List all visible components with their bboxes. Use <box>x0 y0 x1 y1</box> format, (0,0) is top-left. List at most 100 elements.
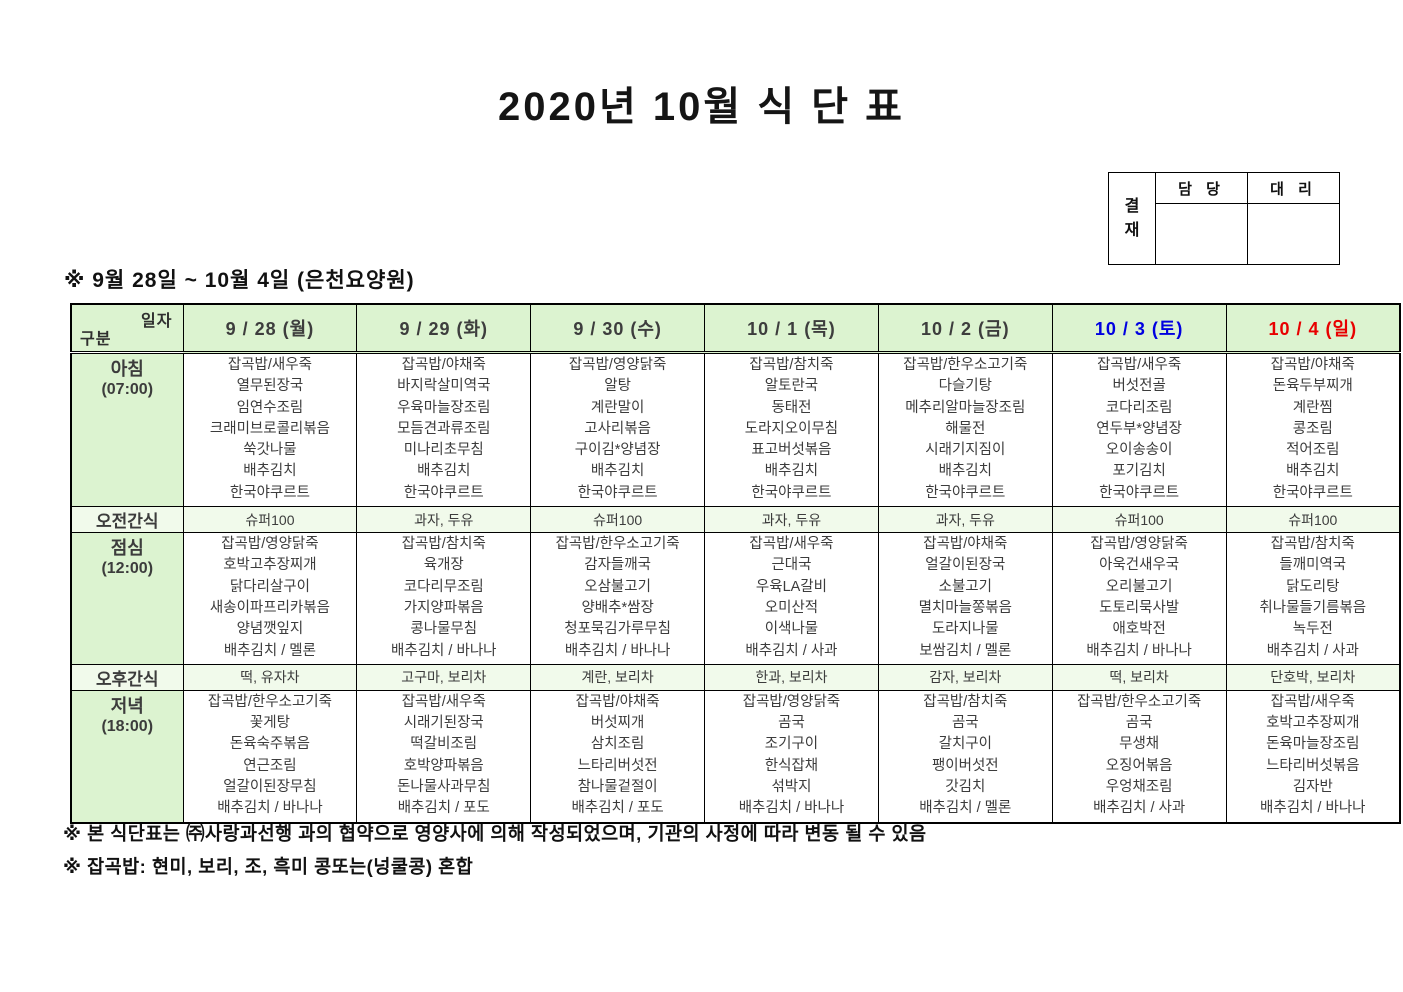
menu-item: 알탕 <box>604 378 631 395</box>
menu-item: 떡갈비조림 <box>410 736 478 753</box>
menu-item: 이색나물 <box>764 621 819 638</box>
menu-item: 한국야쿠르트 <box>751 484 832 501</box>
menu-item: 한국야쿠르트 <box>925 484 1006 501</box>
menu-cell: 과자, 두유 <box>356 506 532 534</box>
approval-signature-cell[interactable] <box>1247 203 1340 265</box>
menu-item: 팽이버섯전 <box>931 757 999 774</box>
menu-item: 가지양파볶음 <box>403 599 484 616</box>
menu-item: 잡곡밥/영양닭죽 <box>1090 536 1188 553</box>
menu-cell: 잡곡밥/참치죽 육개장 코다리무조림 가지양파볶음 콩나물무침 배추김치 / 바나나 <box>356 532 532 665</box>
menu-item: 양배추*쌈장 <box>581 599 654 616</box>
menu-item: 배추김치 <box>938 463 992 480</box>
menu-item: 배추김치 / 사과 <box>1266 642 1359 659</box>
menu-item: 삼치조림 <box>590 736 645 753</box>
menu-item: 얼갈이된장국 <box>925 557 1006 574</box>
menu-item: 잡곡밥/한우소고기죽 <box>207 693 332 710</box>
menu-item: 육개장 <box>423 557 464 574</box>
menu-item: 우엉채조림 <box>1105 779 1173 796</box>
row-label-cell: 오전간식 <box>70 506 184 534</box>
menu-cell: 잡곡밥/한우소고기죽 감자들깨국 오삼불고기 양배추*쌈장 청포묵김가루무침 배추김치 /… <box>530 532 706 665</box>
menu-row-snack: 오전간식 슈퍼100 과자, 두유 슈퍼100 과자, 두유 과자, 두유 슈퍼100 슈퍼1… <box>70 506 1401 534</box>
menu-cell: 슈퍼100 <box>530 506 706 534</box>
menu-item: 고사리볶음 <box>584 420 651 437</box>
menu-item: 애호박전 <box>1112 621 1166 638</box>
menu-cell: 잡곡밥/야채죽 돈육두부찌개 계란찜 콩조림 적어조림 배추김치 한국야쿠르트 <box>1225 351 1401 508</box>
menu-item: 감자들깨국 <box>584 557 651 574</box>
menu-item: 새송이파프리카볶음 <box>209 599 330 616</box>
menu-item: 배추김치 / 바나나 <box>1086 642 1192 659</box>
approval-stamp-label: 결 재 <box>1108 172 1156 265</box>
menu-item: 잡곡밥/참치죽 <box>923 693 1008 710</box>
menu-item: 곰국 <box>778 715 805 732</box>
menu-item: 다슬기탕 <box>938 378 992 395</box>
menu-cell: 고구마, 보리차 <box>356 663 532 691</box>
menu-cell: 잡곡밥/한우소고기죽 꽃게탕 돈육숙주볶음 연근조림 얼갈이된장무침 배추김치 / 바나나 <box>182 689 358 824</box>
menu-item: 잡곡밥/참치죽 <box>401 536 486 553</box>
menu-cell: 잡곡밥/야채죽 얼갈이된장국 소불고기 멸치마늘쫑볶음 도라지나물 보쌈김치 / 멜론 <box>877 532 1053 665</box>
menu-item: 잡곡밥/한우소고기죽 <box>555 536 680 553</box>
menu-cell: 잡곡밥/새우죽 시래기된장국 떡갈비조림 호박양파볶음 돈나물사과무침 배추김치 / 포도 <box>356 689 532 824</box>
menu-item: 오징어볶음 <box>1105 757 1173 774</box>
menu-item: 포기김치 <box>1112 463 1166 480</box>
menu-item: 연근조림 <box>243 757 297 774</box>
approval-stamp-char: 재 <box>1124 221 1140 239</box>
menu-cell: 떡, 유자차 <box>182 663 358 691</box>
menu-item: 배추김치 / 바나나 <box>1260 800 1366 817</box>
menu-item: 오리불고기 <box>1105 578 1173 595</box>
corner-cell: 일자 구분 <box>70 303 184 354</box>
menu-item: 배추김치 / 바나나 <box>391 642 497 659</box>
menu-cell: 잡곡밥/한우소고기죽 다슬기탕 메추리알마늘장조림 해물전 시래기지짐이 배추김치 한국야쿠… <box>877 351 1053 508</box>
menu-item: 한국야쿠르트 <box>403 484 484 501</box>
menu-table: 일자 구분 9 / 28 (월) 9 / 29 (화) 9 / 30 (수) 10 / 1… <box>70 303 1401 824</box>
menu-cell: 떡, 보리차 <box>1051 663 1227 691</box>
row-label-cell: 아침 (07:00) <box>70 351 184 508</box>
menu-item: 배추김치 <box>590 463 645 480</box>
menu-item: 곰국 <box>1125 715 1153 732</box>
menu-item: 녹두전 <box>1292 621 1333 638</box>
menu-item: 미나리초무침 <box>403 442 484 459</box>
week-range-heading: ※ 9월 28일 ~ 10월 4일 (은천요양원) <box>64 269 415 292</box>
menu-item: 크래미브로콜리볶음 <box>209 420 330 437</box>
menu-item: 돈육마늘장조림 <box>1266 736 1360 753</box>
menu-item: 배추김치 / 바나나 <box>217 800 323 817</box>
row-label-cell: 점심 (12:00) <box>70 532 184 665</box>
menu-item: 오미산적 <box>764 599 819 616</box>
menu-item: 잡곡밥/새우죽 <box>227 357 312 373</box>
menu-item: 닭다리살구이 <box>229 578 310 595</box>
menu-item: 잡곡밥/새우죽 <box>1097 357 1182 373</box>
menu-item: 배추김치 / 멜론 <box>223 642 316 659</box>
menu-item: 잡곡밥/새우죽 <box>749 536 834 553</box>
menu-item: 배추김치 <box>1286 463 1340 480</box>
menu-item: 잡곡밥/참치죽 <box>749 357 834 373</box>
menu-item: 청포묵김가루무침 <box>564 621 671 638</box>
menu-item: 무생채 <box>1119 736 1160 753</box>
menu-item: 연두부*양념장 <box>1096 420 1182 437</box>
menu-item: 잡곡밥/새우죽 <box>401 693 486 710</box>
menu-row-meal: 아침 (07:00) 잡곡밥/새우죽 열무된장국 임연수조림 크래미브로콜리볶음 쑥갓나물 배… <box>70 351 1401 508</box>
menu-item: 시래기된장국 <box>403 715 484 732</box>
day-header-1: 9 / 29 (화) <box>356 303 532 354</box>
menu-item: 오이송송이 <box>1105 442 1173 459</box>
day-header-4: 10 / 2 (금) <box>877 303 1053 354</box>
menu-cell: 잡곡밥/영양닭죽 곰국 조기구이 한식잡채 섞박지 배추김치 / 바나나 <box>704 689 879 824</box>
day-header-6: 10 / 4 (일) <box>1225 303 1401 354</box>
approval-stamp-char: 결 <box>1124 197 1140 215</box>
menu-item: 열무된장국 <box>236 378 304 395</box>
menu-item: 잡곡밥/한우소고기죽 <box>1077 693 1202 710</box>
footnote-grain-mix: ※ 잡곡밥: 현미, 보리, 조, 흑미 콩또는(넝쿨콩) 혼합 <box>63 856 474 877</box>
menu-item: 해물전 <box>945 420 986 437</box>
menu-item: 오삼불고기 <box>584 578 651 595</box>
approval-signature-cell[interactable] <box>1155 203 1248 265</box>
row-name: 점심 <box>110 538 144 559</box>
menu-cell: 잡곡밥/새우죽 근대국 우육LA갈비 오미산적 이색나물 배추김치 / 사과 <box>704 532 879 665</box>
menu-item: 배추김치 / 멜론 <box>919 800 1012 817</box>
menu-item: 잡곡밥/야채죽 <box>1270 357 1355 373</box>
row-name: 아침 <box>110 359 144 379</box>
menu-cell: 한과, 보리차 <box>704 663 879 691</box>
menu-item: 임연수조림 <box>236 399 304 416</box>
menu-item: 한국야쿠르트 <box>577 484 658 501</box>
menu-item: 얼갈이된장무침 <box>223 779 317 796</box>
day-header-3: 10 / 1 (목) <box>704 303 879 354</box>
menu-item: 갈치구이 <box>938 736 992 753</box>
menu-item: 느타리버섯전 <box>577 757 658 774</box>
